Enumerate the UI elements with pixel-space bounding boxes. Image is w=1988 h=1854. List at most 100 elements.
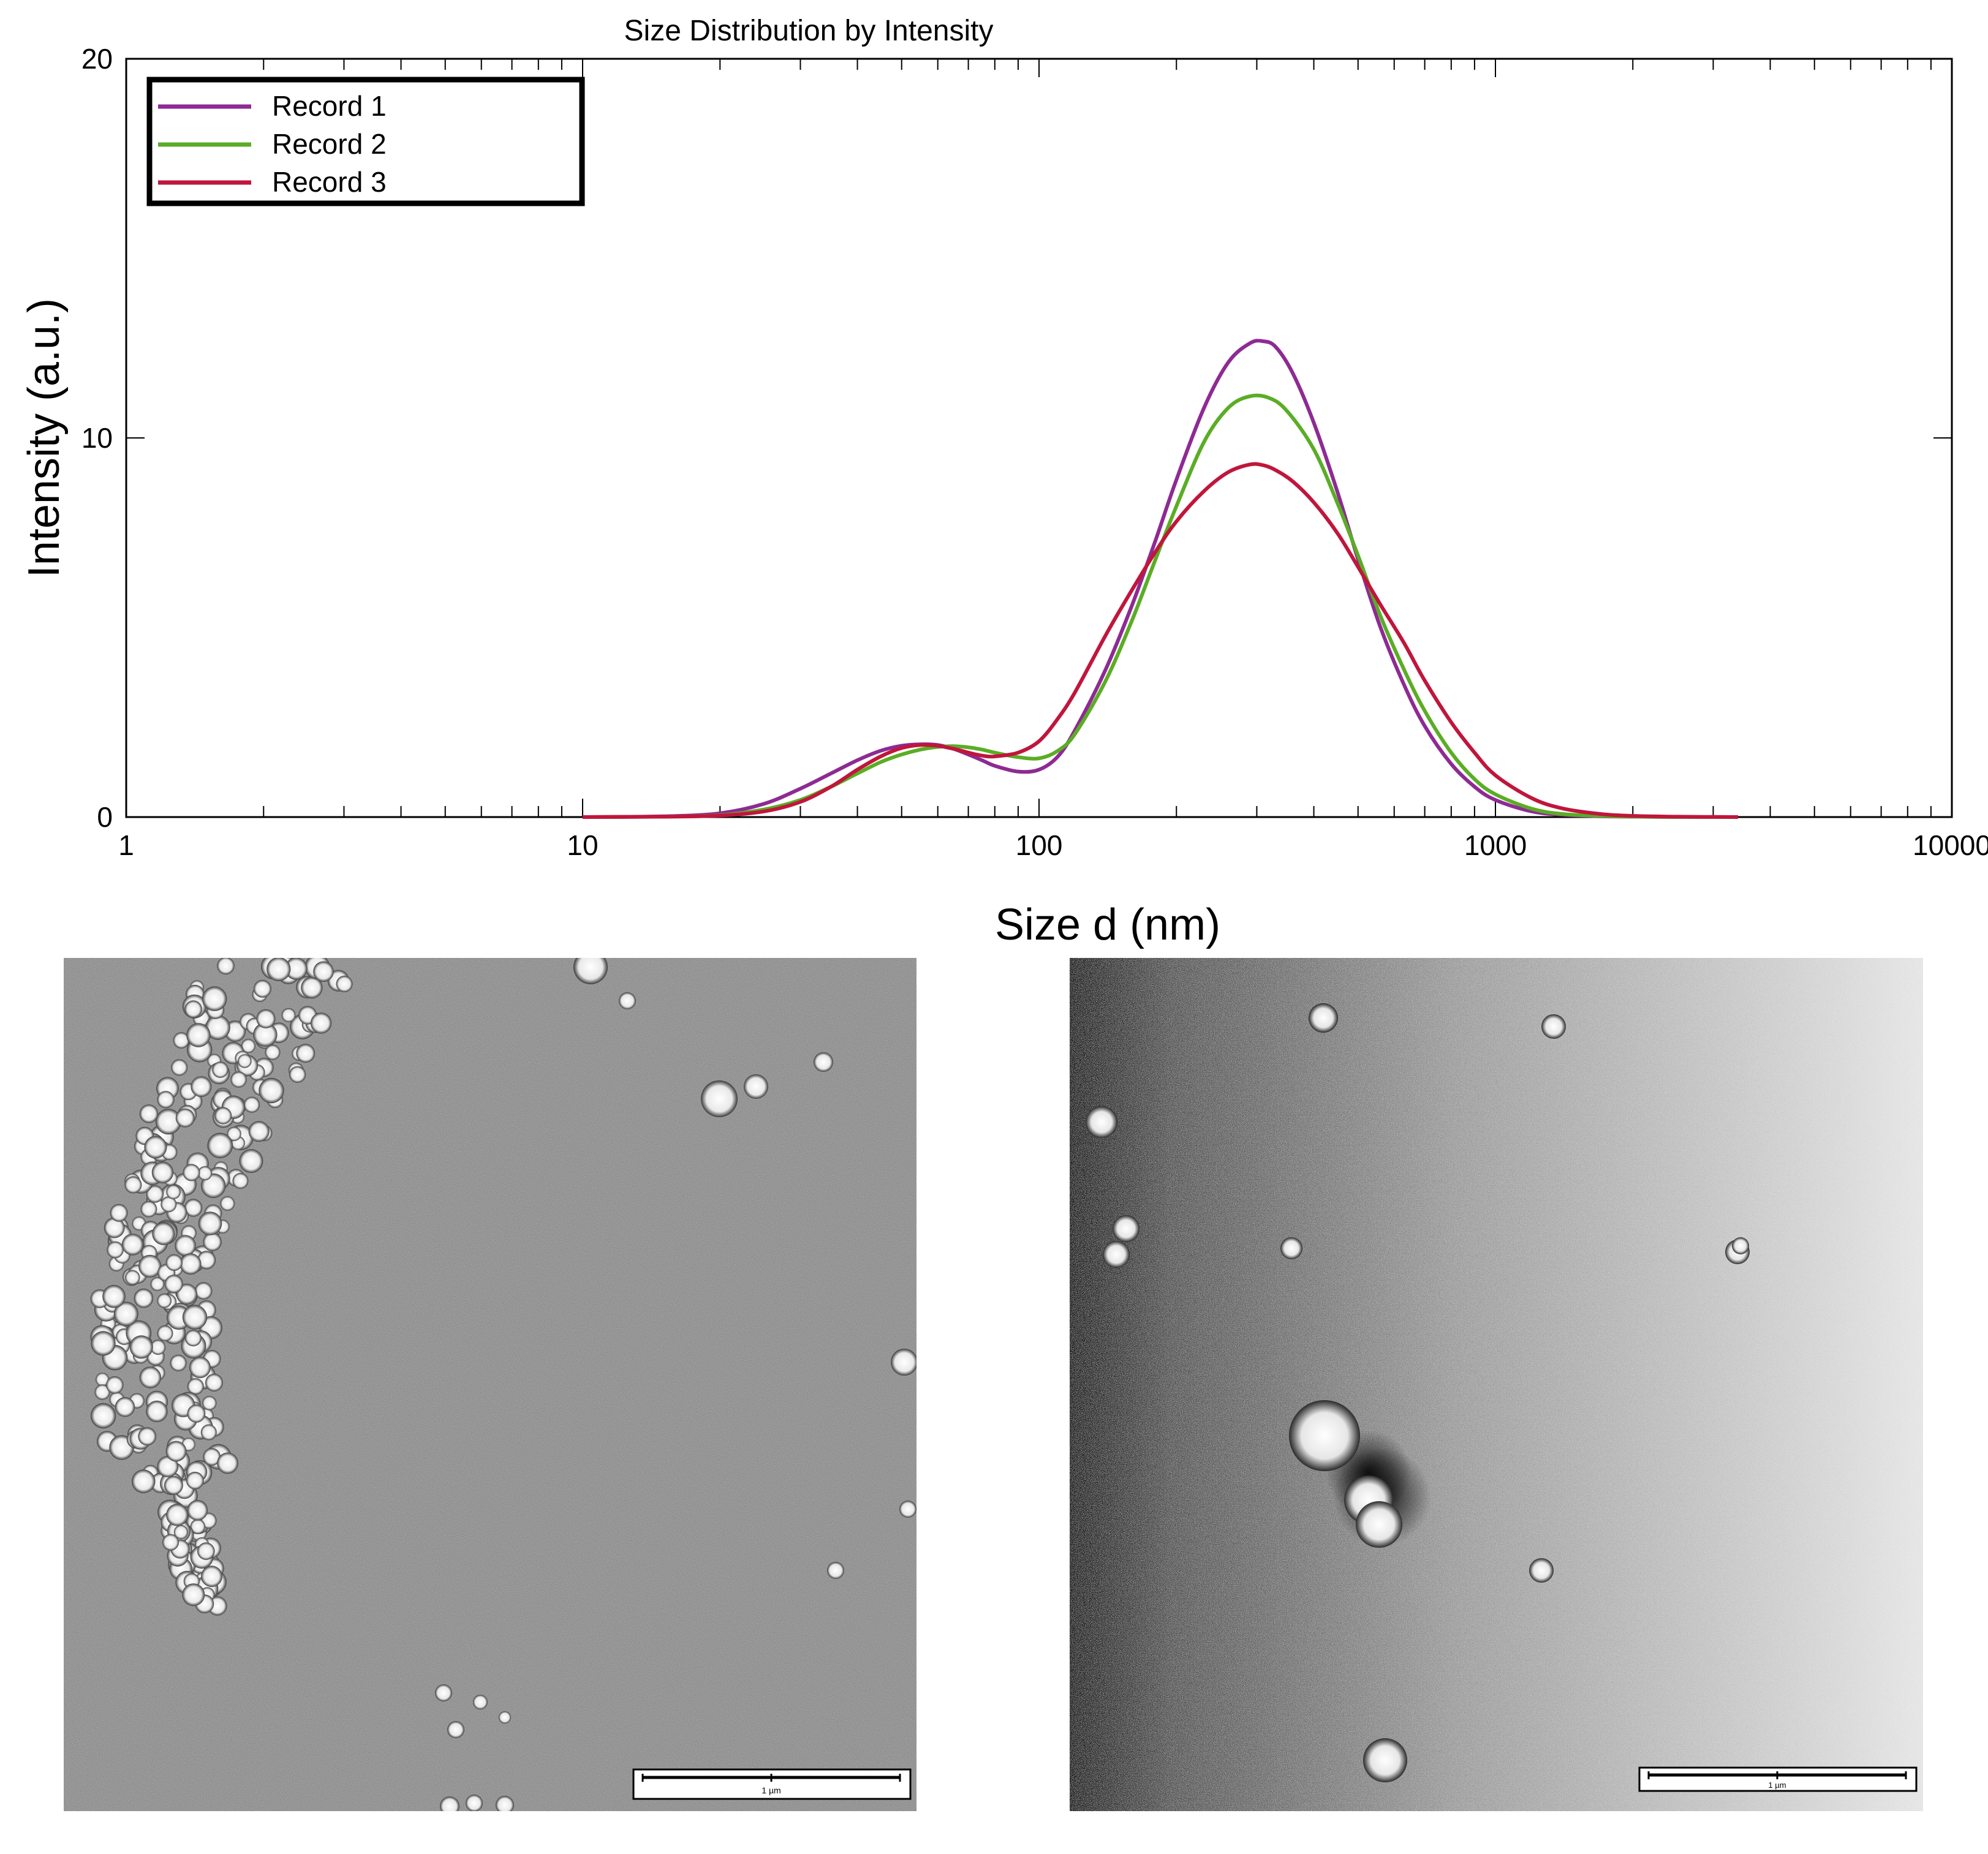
nanoparticle-cluster <box>90 958 917 1811</box>
nanoparticle <box>243 1096 260 1113</box>
nanoparticle <box>201 1566 222 1588</box>
nanoparticle <box>827 1562 844 1579</box>
x-axis-tick-labels: 1 10 100 1000 10000 <box>118 829 1988 861</box>
nanoparticle <box>96 1373 110 1387</box>
nanoparticle <box>175 1235 196 1256</box>
nanoparticle <box>186 1023 211 1047</box>
nanoparticle <box>175 1108 195 1128</box>
nanoparticle <box>104 1217 125 1238</box>
nanoparticle <box>212 1061 229 1078</box>
nanoparticle <box>131 1469 156 1493</box>
nanoparticle <box>195 1282 213 1300</box>
nanoparticle <box>187 1500 208 1521</box>
nanoparticle <box>899 1501 917 1518</box>
nanoparticle <box>94 1384 110 1400</box>
x-axis-ticks <box>126 59 1932 817</box>
nanoparticle <box>259 1077 284 1104</box>
nanoparticle <box>435 1684 452 1701</box>
nanoparticle <box>124 1176 142 1194</box>
legend-label-record-1: Record 1 <box>272 90 387 122</box>
nanoparticle <box>197 1166 213 1181</box>
nanoparticle <box>173 1524 188 1539</box>
nanoparticle <box>301 976 323 999</box>
nanoparticle <box>165 1441 187 1462</box>
y-tick-label: 20 <box>81 43 113 75</box>
nanoparticle <box>336 976 353 992</box>
nanoparticle <box>239 1149 263 1174</box>
scale-bar-label: 1 µm <box>1768 1781 1786 1790</box>
nanoparticle <box>182 1583 205 1607</box>
legend-label-record-2: Record 2 <box>272 128 387 160</box>
tem-micrograph-left: 1 µm <box>64 958 917 1811</box>
nanoparticle <box>150 1340 166 1355</box>
nanoparticle <box>173 1032 190 1049</box>
y-tick-label: 0 <box>97 801 113 833</box>
nanoparticle <box>125 1270 140 1285</box>
nanoparticle <box>1529 1558 1554 1583</box>
y-axis-ticks <box>126 58 1952 818</box>
nanoparticle <box>183 1164 200 1181</box>
nanoparticle <box>151 1161 174 1183</box>
tem-micrograph-right: 1 µm <box>1070 958 1923 1811</box>
nanoparticle <box>187 1404 206 1423</box>
series-line-record-2 <box>582 393 1738 820</box>
nanoparticle <box>134 1288 154 1308</box>
nanoparticle <box>1113 1215 1140 1242</box>
nanoparticle <box>220 1196 235 1211</box>
nanoparticle <box>121 1234 144 1256</box>
nanoparticle <box>466 1795 483 1811</box>
nanoparticle <box>113 1302 138 1327</box>
nanoparticle <box>170 1354 187 1371</box>
nanoparticle <box>129 1335 153 1359</box>
nanoparticle <box>217 1452 238 1474</box>
y-axis-tick-labels: 0 10 20 <box>81 43 113 833</box>
nanoparticle <box>207 1132 233 1159</box>
nanoparticle <box>102 1284 126 1308</box>
nanoparticle <box>499 1711 511 1724</box>
nanoparticle <box>166 1185 181 1199</box>
series-lines <box>582 339 1739 820</box>
nanoparticle <box>1732 1237 1749 1254</box>
nanoparticle <box>217 958 235 975</box>
nanoparticle <box>1086 1106 1117 1138</box>
nanoparticle <box>1103 1241 1130 1268</box>
nanoparticle <box>157 1456 179 1477</box>
nanoparticle <box>107 1241 124 1259</box>
nanoparticle <box>296 1044 316 1063</box>
nanoparticle <box>313 961 334 982</box>
legend-box <box>146 77 585 206</box>
nanoparticle <box>202 986 227 1011</box>
nanoparticle <box>285 958 308 980</box>
micrograph-background <box>1070 958 1923 1811</box>
nanoparticle <box>106 1376 124 1394</box>
x-axis-label: Size d (nm) <box>995 900 1220 949</box>
nanoparticle <box>110 1204 128 1222</box>
nanoparticle <box>1363 1738 1407 1782</box>
nanoparticle <box>289 1066 306 1083</box>
nanoparticle <box>180 1253 202 1275</box>
x-tick-label: 1000 <box>1464 829 1527 861</box>
x-tick-label: 100 <box>1016 829 1063 861</box>
nanoparticle <box>265 1044 281 1060</box>
nanoparticle <box>197 1542 215 1560</box>
nanoparticle <box>184 1199 203 1217</box>
nanoparticle <box>891 1349 917 1376</box>
size-distribution-chart: Size Distribution by Intensity 1 10 100 100… <box>20 15 1988 949</box>
nanoparticle <box>146 1400 168 1422</box>
scale-bar: 1 µm <box>632 1768 912 1800</box>
nanoparticle <box>157 1091 175 1109</box>
nanoparticle <box>205 1015 230 1040</box>
nanoparticle <box>187 1378 204 1395</box>
nanoparticle <box>241 1039 255 1053</box>
nanoparticle <box>310 1012 332 1034</box>
nanoparticle <box>138 1254 162 1278</box>
x-tick-label: 1 <box>118 829 134 861</box>
nanoparticle <box>171 1059 188 1076</box>
nanoparticle <box>190 1519 206 1534</box>
nanoparticle <box>150 1277 165 1291</box>
nanoparticle <box>230 1071 247 1088</box>
nanoparticle <box>90 1403 116 1429</box>
y-axis-label: Intensity (a.u.) <box>20 298 69 578</box>
nanoparticle <box>139 1104 159 1123</box>
scale-bar: 1 µm <box>1638 1766 1918 1792</box>
